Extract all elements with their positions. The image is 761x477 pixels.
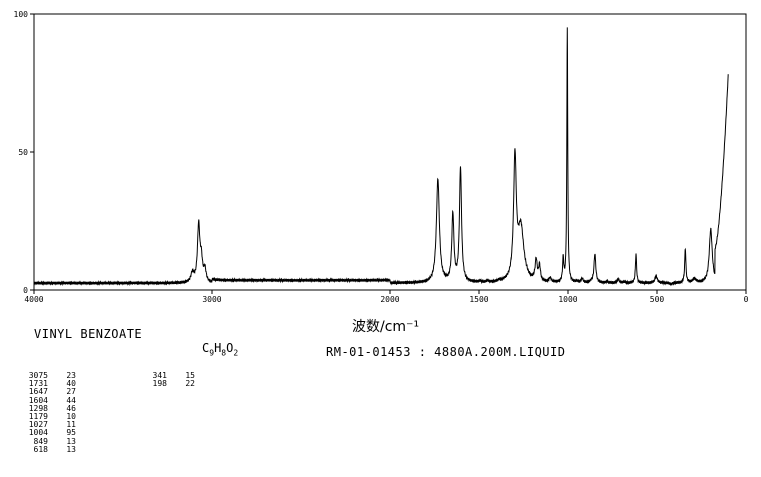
peak-row: 1647 27 [26,388,76,396]
peak-intensity: 46 [66,403,76,413]
y-tick-label: 50 [18,148,28,157]
x-tick-label: 1000 [558,295,577,304]
formula-subscript: 8 [221,348,227,358]
peak-wavenumber: 849 [33,436,48,446]
peak-row: 1027 11 [26,421,76,429]
spectrum-line [33,27,729,287]
peak-intensity: 22 [185,379,195,389]
x-tick-label: 2000 [380,295,399,304]
peak-wavenumber: 1604 [28,395,48,405]
peak-wavenumber: 1298 [28,403,48,413]
peak-wavenumber: 1731 [28,379,48,389]
peak-intensity: 44 [66,395,76,405]
peak-intensity: 13 [66,444,76,454]
peak-intensity: 15 [185,371,195,380]
formula-subscript: 2 [233,348,239,358]
peak-row: 849 13 [26,436,76,446]
peak-intensity: 95 [66,428,76,438]
peak-wavenumber: 1004 [28,428,48,438]
peak-wavenumber: 1027 [28,420,48,430]
peak-intensity: 27 [66,387,76,397]
formula-subscript: 9 [209,348,215,358]
peak-table-left: 3075 23 1731 40 1647 27 1604 44 1298 46 1179 10 1027… [26,371,76,454]
formula-element: C [202,341,210,355]
peak-row: 1604 44 [26,395,76,405]
x-tick-label: 500 [650,295,665,304]
plot-frame [33,13,747,291]
y-axis: 0 50 100 [14,10,34,295]
ir-spectrum-chart: 4000 3000 2000 1500 1000 500 0 0 50 100 [14,10,749,304]
formula-element: O [226,341,234,355]
peak-row: 618 13 [26,444,76,454]
peak-intensity: 23 [66,371,76,380]
x-tick-label: 1500 [469,295,488,304]
peak-intensity: 11 [66,420,76,430]
peak-row: 1004 95 [26,429,76,437]
x-tick-label: 4000 [24,295,43,304]
peak-row: 198 22 [145,379,195,389]
peak-table-right: 341 15 198 22 [145,371,195,389]
compound-name: VINYL BENZOATE [34,327,143,341]
plot-area-frame [33,13,747,291]
x-axis-label: 波数/cm⁻¹ [352,319,420,335]
x-tick-label: 3000 [202,295,221,304]
peak-intensity: 10 [66,412,76,422]
peak-wavenumber: 1179 [28,412,48,422]
peak-row: 1298 46 [26,403,76,413]
peak-intensity: 40 [66,379,76,389]
peak-wavenumber: 3075 [28,371,48,380]
y-tick-label: 100 [14,10,29,19]
peak-row: 1731 40 [26,379,76,389]
peak-row: 1179 10 [26,412,76,422]
peak-wavenumber: 1647 [28,387,48,397]
peak-wavenumber: 618 [33,444,48,454]
formula-element: H [214,341,222,355]
peak-intensity: 13 [66,436,76,446]
peak-row: 3075 23 [26,371,76,380]
spectrum-series [33,27,729,287]
peak-wavenumber: 341 [152,371,167,380]
peak-wavenumber: 198 [152,379,167,389]
x-axis: 4000 3000 2000 1500 1000 500 0 [24,290,749,304]
molecular-formula: C9H8O2 [202,341,238,357]
peak-row: 341 15 [145,371,195,380]
x-tick-label: 0 [744,295,749,304]
y-tick-label: 0 [23,286,28,295]
source-info: RM-01-01453 : 4880A.200M.LIQUID [326,345,566,359]
